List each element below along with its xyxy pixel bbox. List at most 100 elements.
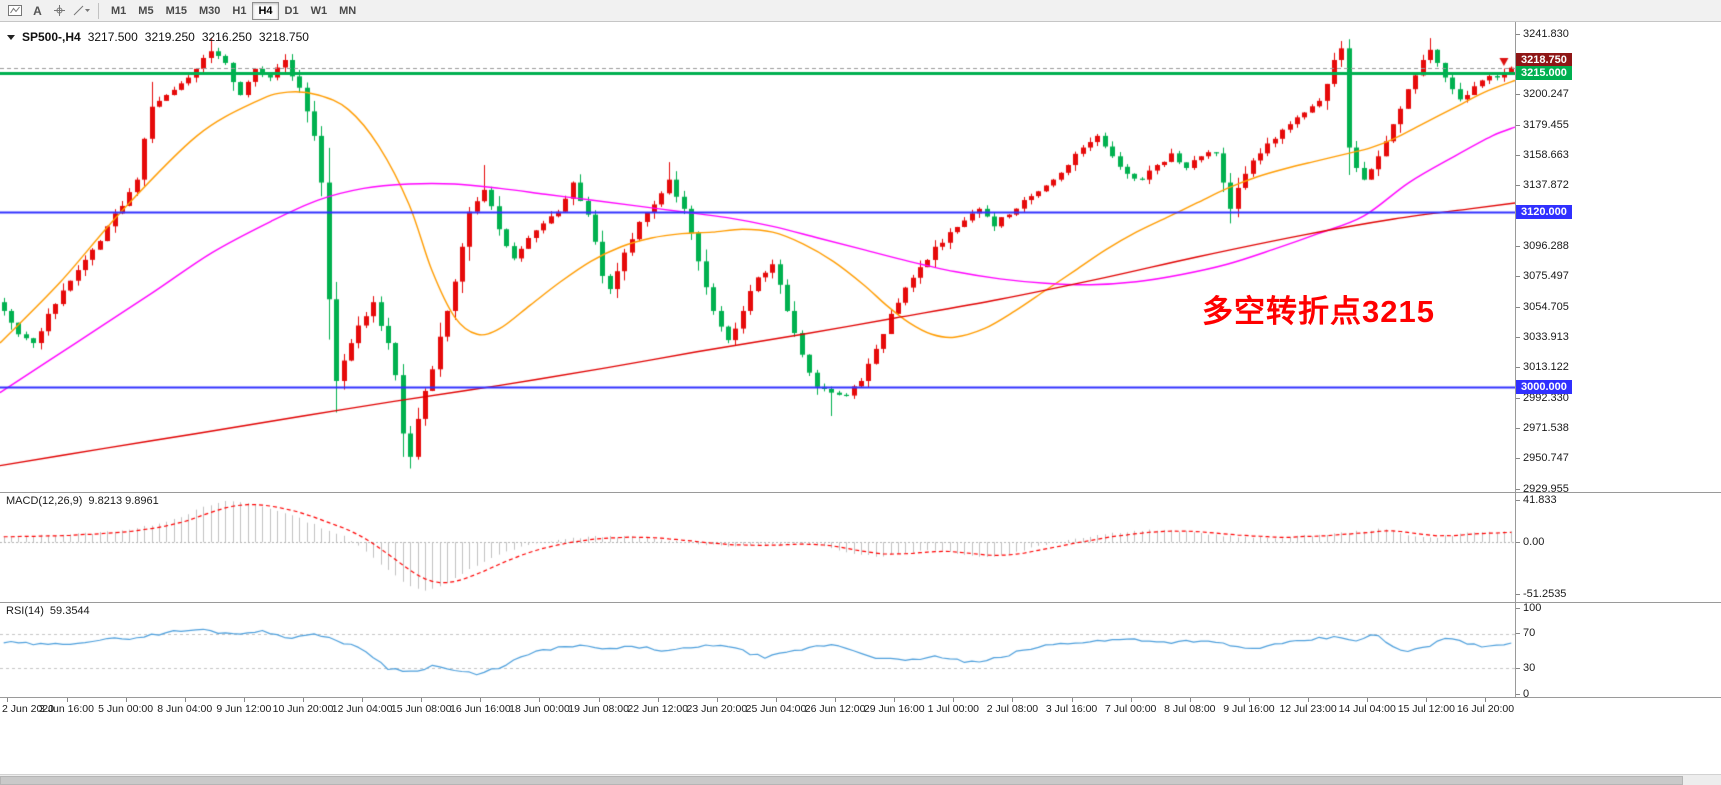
crosshair-icon[interactable]: [48, 2, 70, 20]
price-axis-label: 3075.497: [1516, 270, 1569, 283]
time-axis-tick: [1426, 698, 1428, 702]
price-badge-3215.000: 3215.000: [1516, 66, 1572, 81]
chart-window-icon[interactable]: [4, 2, 26, 20]
rsi-axis-label: 0: [1515, 687, 1530, 700]
macd-title: MACD(12,26,9): [6, 495, 83, 507]
price-axis-label: 3200.247: [1516, 88, 1569, 101]
time-axis-label: 9 Jun 12:00: [216, 703, 272, 715]
timeframe-button-M30[interactable]: M30: [198, 4, 221, 17]
time-axis-tick: [716, 698, 718, 702]
macd-axis-label: -51.2535: [1515, 587, 1567, 600]
time-axis-tick: [1071, 698, 1073, 702]
rsi-panel: RSI(14) 59.3544: [0, 602, 1515, 697]
price-axis-label: 2950.747: [1516, 452, 1569, 465]
rsi-axis-label: 70: [1515, 627, 1536, 640]
time-axis-label: 2 Jun 2020: [2, 703, 54, 715]
macd-values: 9.8213 9.8961: [88, 495, 159, 507]
time-axis-tick: [1189, 698, 1191, 702]
scrollbar-thumb[interactable]: [0, 776, 1684, 785]
time-axis-label: 29 Jun 16:00: [863, 703, 925, 715]
time-axis-tick: [1248, 698, 1250, 702]
rsi-axis-label: 30: [1515, 661, 1536, 674]
timeframe-button-MN[interactable]: MN: [339, 4, 357, 17]
time-axis-tick: [598, 698, 600, 702]
price-badge-3000.000: 3000.000: [1516, 379, 1572, 394]
price-axis-label: 3054.705: [1516, 300, 1569, 313]
rsi-label: RSI(14) 59.3544: [6, 605, 90, 617]
time-axis-label: 10 Jun 20:00: [272, 703, 334, 715]
text-label-icon[interactable]: A: [26, 2, 48, 20]
price-axis-label: 2992.330: [1516, 391, 1569, 404]
chart-dropdown-icon[interactable]: [7, 34, 15, 40]
time-axis-tick: [1130, 698, 1132, 702]
price-axis-label: 3013.122: [1516, 361, 1569, 374]
horizontal-scrollbar[interactable]: [0, 774, 1721, 785]
rsi-canvas[interactable]: [0, 602, 1515, 697]
time-axis-label: 22 Jun 12:00: [627, 703, 689, 715]
rsi-axis-label: 100: [1515, 601, 1542, 614]
chart-toolbar: A M1 M5 M15 M30 H1 H4 D1 W1 MN: [0, 0, 1721, 22]
price-badge-3218.750: 3218.750: [1516, 53, 1572, 68]
main-chart-canvas[interactable]: [0, 22, 1515, 492]
timeframe-button-H4[interactable]: H4: [252, 1, 279, 20]
price-axis-label: 3033.913: [1516, 330, 1569, 343]
chart-annotation-text[interactable]: 多空转折点3215: [1202, 294, 1435, 329]
time-axis-tick: [1485, 698, 1487, 702]
toolbar-tools: A: [4, 2, 92, 20]
price-axis-label: 3096.288: [1516, 239, 1569, 252]
time-axis-tick: [894, 698, 896, 702]
time-axis-label: 7 Jul 00:00: [1105, 703, 1157, 715]
timeframe-button-M15[interactable]: M15: [165, 4, 187, 17]
time-axis-label: 14 Jul 04:00: [1338, 703, 1396, 715]
time-axis-tick: [421, 698, 423, 702]
timeframe-button-D1[interactable]: D1: [284, 4, 299, 17]
macd-axis-label: 0.00: [1515, 535, 1545, 548]
timeframe-button-M5[interactable]: M5: [138, 4, 154, 17]
macd-label: MACD(12,26,9) 9.8213 9.8961: [6, 495, 159, 507]
time-axis-tick: [303, 698, 304, 702]
macd-canvas[interactable]: [0, 492, 1515, 602]
timeframe-buttons: M1 M5 M15 M30 H1 H4 D1 W1 MN: [105, 1, 362, 20]
time-axis-tick: [184, 698, 186, 702]
ohlc-high: 3219.250: [144, 30, 195, 44]
time-axis-tick: [835, 698, 837, 702]
time-axis-tick: [243, 698, 245, 702]
svg-text:A: A: [33, 4, 42, 17]
time-axis-tick: [125, 698, 127, 702]
timeframe-button-H1[interactable]: H1: [232, 4, 247, 17]
time-axis-label: 12 Jul 23:00: [1279, 703, 1337, 715]
time-axis-label: 23 Jun 20:00: [686, 703, 748, 715]
time-axis-label: 3 Jul 16:00: [1045, 703, 1098, 715]
macd-panel-separator[interactable]: [0, 492, 1721, 493]
time-axis-label: 25 Jun 04:00: [745, 703, 807, 715]
time-axis-label: 3 Jun 16:00: [39, 703, 94, 715]
time-axis-label: 5 Jun 00:00: [98, 703, 154, 715]
timeframe-button-W1[interactable]: W1: [310, 4, 328, 17]
time-axis-tick: [7, 698, 9, 702]
price-axis-label: 3137.872: [1516, 179, 1569, 192]
time-axis-label: 15 Jul 12:00: [1397, 703, 1455, 715]
timeframe-button-M1[interactable]: M1: [111, 4, 127, 17]
rsi-panel-separator[interactable]: [0, 602, 1721, 603]
symbol-ohlc-header: SP500-,H4 3217.500 3219.250 3216.250 321…: [7, 30, 309, 44]
toolbar-separator: [98, 2, 99, 19]
draw-tools-icon[interactable]: [70, 2, 92, 20]
price-axis[interactable]: 3241.8303221.0383200.2473179.4553158.663…: [1515, 22, 1721, 700]
time-axis-label: 15 Jun 08:00: [390, 703, 452, 715]
macd-panel: MACD(12,26,9) 9.8213 9.8961: [0, 492, 1515, 602]
time-axis-tick: [362, 698, 364, 702]
time-axis-label: 8 Jun 04:00: [157, 703, 213, 715]
macd-axis-label: 41.833: [1516, 493, 1557, 506]
time-axis-tick: [1012, 698, 1014, 702]
price-axis-label: 3179.455: [1516, 118, 1569, 131]
time-axis-label: 26 Jun 12:00: [804, 703, 866, 715]
time-axis-tick: [657, 698, 659, 702]
price-axis-label: 3158.663: [1516, 148, 1569, 161]
time-axis-label: 2 Jul 08:00: [986, 703, 1039, 715]
time-axis[interactable]: 2 Jun 2020 3 Jun 16:00 5 Jun 00:00 8 Jun 04…: [0, 697, 1721, 719]
time-axis-label: 19 Jun 08:00: [568, 703, 629, 715]
time-axis-label: 16 Jun 16:00: [450, 703, 511, 715]
ohlc-open: 3217.500: [87, 30, 138, 44]
time-axis-tick: [66, 698, 68, 702]
